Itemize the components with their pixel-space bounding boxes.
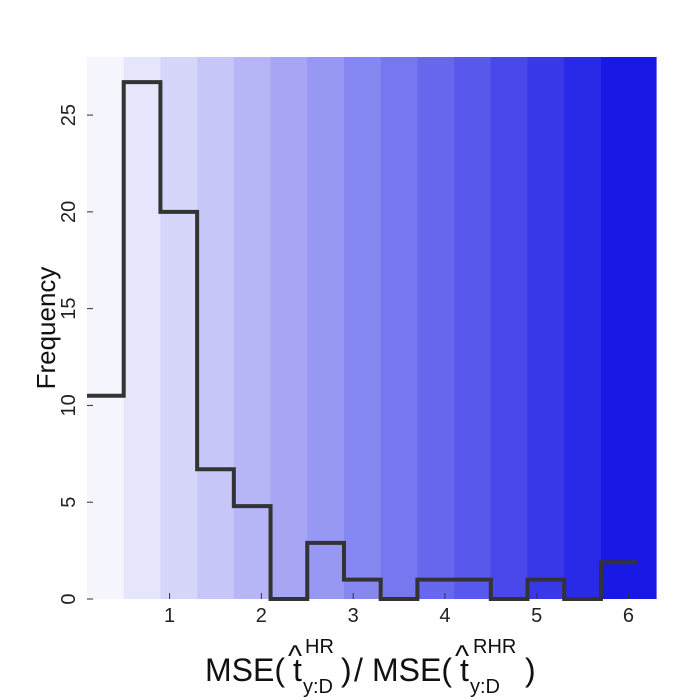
background-band — [197, 57, 235, 599]
background-band — [87, 57, 125, 599]
x-title-right-hat: ^ — [455, 640, 469, 673]
background-band — [380, 57, 418, 599]
y-tick-label: 10 — [58, 394, 80, 416]
x-title-right-close: ) — [525, 652, 536, 688]
y-tick-label: 15 — [58, 298, 80, 320]
x-tick-label: 1 — [164, 605, 175, 627]
x-title-left-hat: ^ — [288, 640, 302, 673]
y-axis-title: Frequency — [31, 267, 61, 390]
background-band — [307, 57, 345, 599]
background-band — [343, 57, 382, 599]
x-title-right-sub: y:D — [470, 676, 500, 698]
y-tick-label: 5 — [58, 497, 80, 508]
x-title-left-sub: y:D — [303, 676, 333, 698]
background-gradient-bands — [87, 57, 657, 599]
x-tick-label: 6 — [623, 605, 634, 627]
x-title-left-func: MSE( — [205, 652, 285, 688]
background-band — [600, 57, 657, 599]
x-title-right-func: MSE( — [372, 652, 452, 688]
x-tick-label: 2 — [256, 605, 267, 627]
x-title-right-var: t — [460, 652, 469, 688]
x-axis-title: MSE( t ^ HR y:D ) / MSE( t ^ RHR y:D ) — [205, 636, 536, 698]
background-band — [527, 57, 565, 599]
x-title-separator: / — [354, 652, 363, 688]
x-tick-label: 4 — [439, 605, 450, 627]
x-title-right-sup: RHR — [473, 636, 516, 658]
y-tick-label: 25 — [58, 104, 80, 126]
background-band — [490, 57, 529, 599]
x-title-left-sup: HR — [305, 636, 334, 658]
background-band — [564, 57, 602, 599]
background-band — [454, 57, 492, 599]
x-title-left-var: t — [293, 652, 302, 688]
background-band — [123, 57, 162, 599]
background-band — [270, 57, 308, 599]
background-band — [160, 57, 198, 599]
x-tick-label: 5 — [531, 605, 542, 627]
background-band — [233, 57, 272, 599]
y-axis-ticks: 0 5 10 15 20 25 — [58, 104, 93, 605]
x-title-left-close: ) — [341, 652, 352, 688]
y-tick-label: 0 — [58, 593, 80, 604]
x-tick-label: 3 — [348, 605, 359, 627]
background-band — [417, 57, 455, 599]
x-axis-ticks: 1 2 3 4 5 6 — [164, 593, 634, 627]
histogram-outline — [87, 80, 638, 601]
y-tick-label: 20 — [58, 201, 80, 223]
